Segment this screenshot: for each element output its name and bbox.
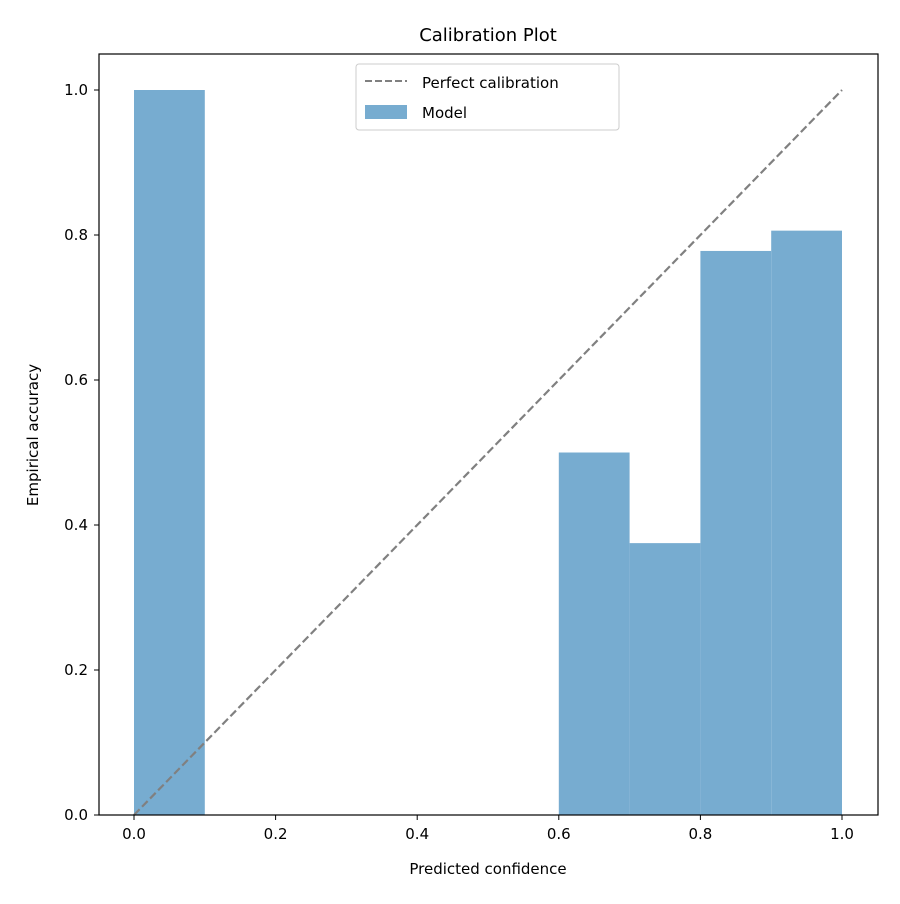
x-axis-label: Predicted confidence bbox=[409, 860, 566, 878]
bar bbox=[700, 250, 772, 815]
chart-title: Calibration Plot bbox=[419, 25, 557, 46]
plot-frame bbox=[98, 53, 879, 816]
legend-bar-swatch bbox=[365, 105, 407, 119]
bar bbox=[629, 543, 701, 815]
x-tick-label: 0.0 bbox=[122, 825, 146, 843]
y-tick-label: 0.2 bbox=[64, 661, 88, 679]
x-tick-label: 0.6 bbox=[547, 825, 571, 843]
legend: Perfect calibration Model bbox=[355, 63, 620, 131]
bar bbox=[558, 452, 630, 815]
y-tick-label: 1.0 bbox=[64, 81, 88, 99]
y-tick-label: 0.8 bbox=[64, 226, 88, 244]
perfect-calibration-line bbox=[133, 89, 843, 816]
x-tick-label: 1.0 bbox=[830, 825, 854, 843]
legend-frame bbox=[355, 63, 620, 131]
x-tick-label: 0.8 bbox=[688, 825, 712, 843]
y-tick-label: 0.0 bbox=[64, 806, 88, 824]
legend-label-perfect: Perfect calibration bbox=[422, 74, 559, 92]
legend-label-model: Model bbox=[422, 104, 467, 122]
x-tick-label: 0.4 bbox=[405, 825, 429, 843]
x-tick-label: 0.2 bbox=[264, 825, 288, 843]
y-tick-label: 0.4 bbox=[64, 516, 88, 534]
bar bbox=[134, 90, 205, 815]
bar bbox=[771, 230, 842, 815]
y-tick-label: 0.6 bbox=[64, 371, 88, 389]
y-axis-label: Empirical accuracy bbox=[24, 364, 42, 506]
